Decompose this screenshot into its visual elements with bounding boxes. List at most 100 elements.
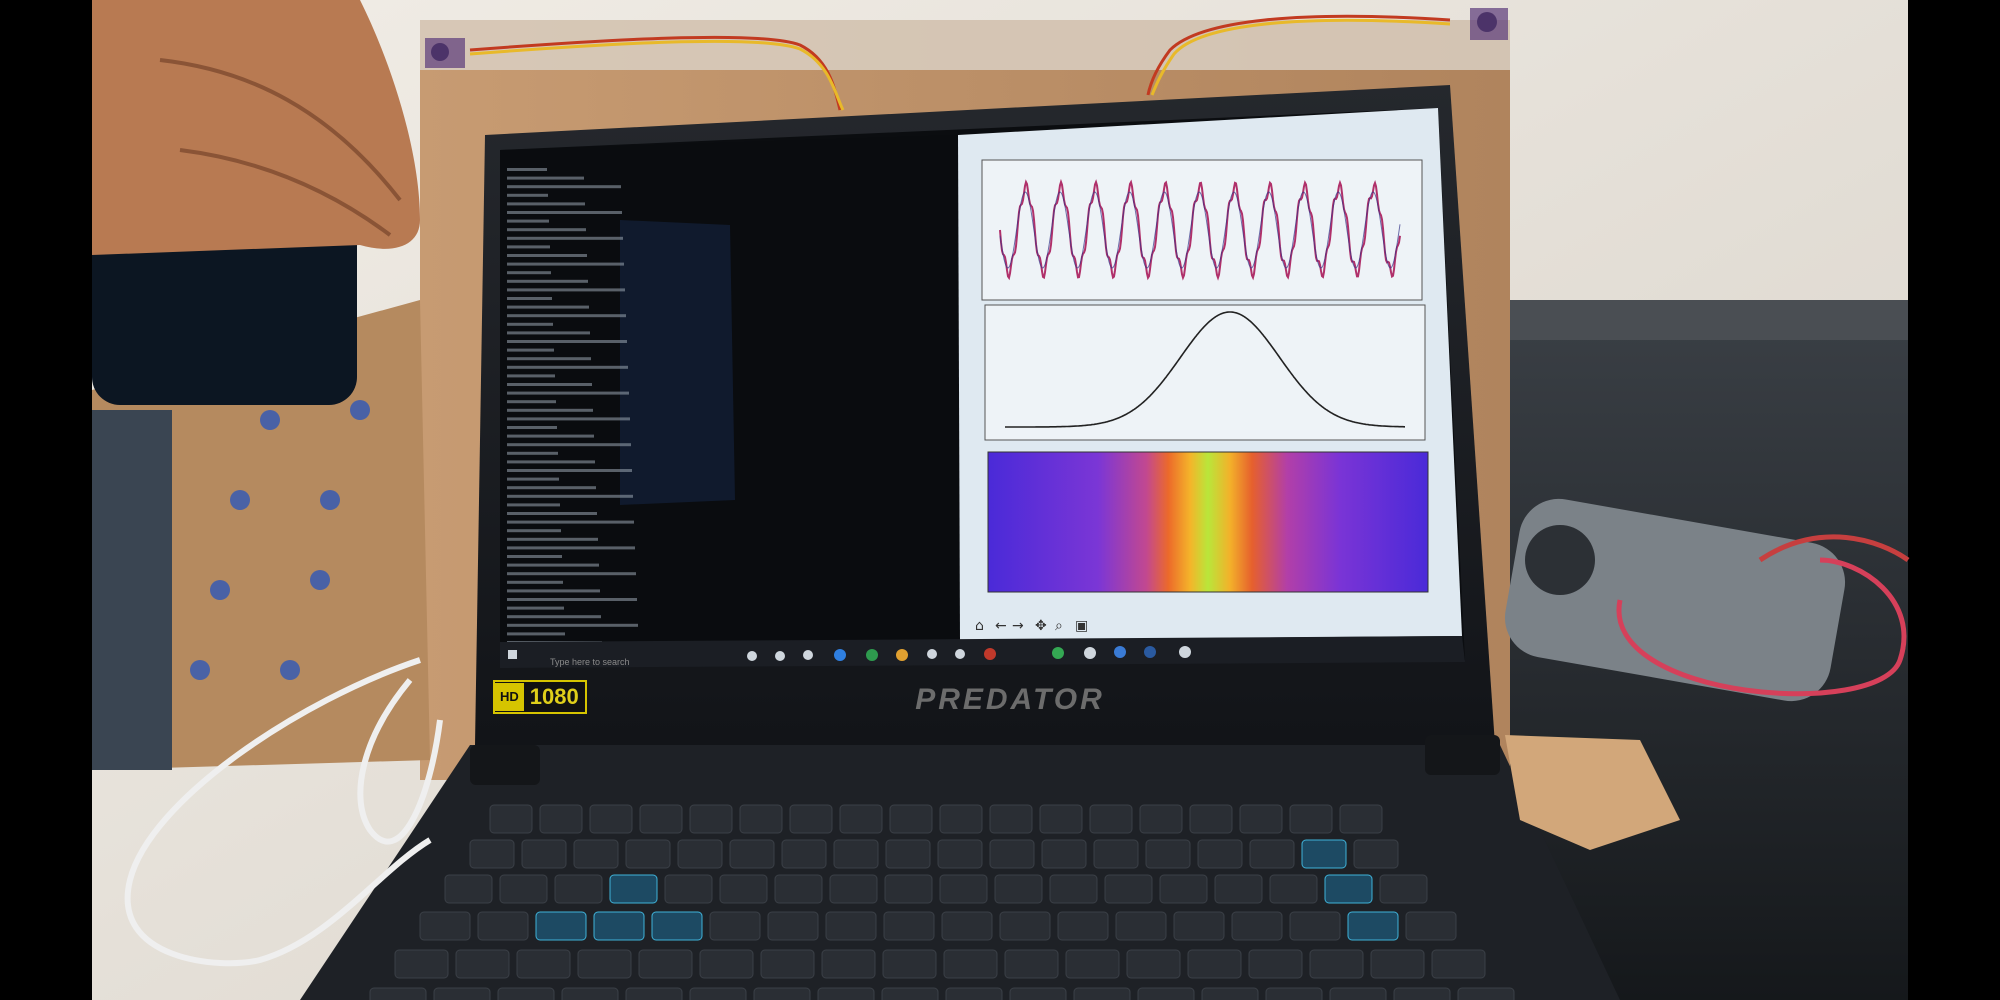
keyboard-key xyxy=(664,874,713,904)
keyboard-key xyxy=(1301,839,1347,869)
terminal-line xyxy=(507,572,636,576)
keyboard-key xyxy=(1104,874,1153,904)
hand xyxy=(92,0,420,255)
terminal-line xyxy=(507,340,627,343)
terminal-line xyxy=(507,486,596,490)
keyboard-key xyxy=(689,987,747,1000)
hd-1080-badge: HD 1080 xyxy=(493,680,587,714)
keyboard-key xyxy=(1065,949,1120,979)
terminal-line xyxy=(507,211,622,214)
waveform-series-2 xyxy=(999,191,1401,269)
keyboard-key xyxy=(444,874,493,904)
keyboard-key xyxy=(1324,874,1373,904)
terminal-line xyxy=(507,305,589,309)
keyboard-key xyxy=(945,987,1003,1000)
terminal-line xyxy=(507,279,588,283)
keyboard-key xyxy=(1139,804,1183,834)
taskbar-icons xyxy=(508,646,1191,661)
terminal-line xyxy=(507,580,563,584)
keyboard-key xyxy=(789,804,833,834)
terminal-line xyxy=(507,202,585,206)
back-icon: ← xyxy=(995,618,1007,634)
terminal-line xyxy=(507,606,564,610)
terminal-line xyxy=(507,228,586,232)
keyboard-key xyxy=(1004,949,1059,979)
keyboard-key xyxy=(825,911,877,941)
keyboard-key xyxy=(943,949,998,979)
keyboard-key xyxy=(1379,874,1428,904)
terminal-line xyxy=(507,322,553,326)
hinge-right xyxy=(1425,735,1500,775)
paper-bag xyxy=(92,300,430,770)
terminal-line xyxy=(507,529,561,533)
keyboard-key xyxy=(1370,949,1425,979)
keyboard-key xyxy=(767,911,819,941)
hd-label: HD xyxy=(495,683,524,711)
terminal-line xyxy=(507,374,555,378)
terminal-line xyxy=(507,357,591,361)
keyboard-key xyxy=(539,804,583,834)
keyboard-key xyxy=(677,839,723,869)
keyboard-key xyxy=(833,839,879,869)
keyboard-key xyxy=(1089,804,1133,834)
right-letterbox xyxy=(1908,0,2000,1000)
keyboard-key xyxy=(1201,987,1259,1000)
terminal-line xyxy=(507,426,557,429)
keyboard-key xyxy=(419,911,471,941)
terminal-line xyxy=(507,262,624,266)
white-cable xyxy=(124,657,432,967)
keyboard-key xyxy=(573,839,619,869)
terminal-line xyxy=(507,417,630,421)
keyboard-key xyxy=(1093,839,1139,869)
keyboard-key xyxy=(729,839,775,869)
spectrum-axes xyxy=(984,304,1426,441)
keyboard-key xyxy=(994,874,1043,904)
keyboard-key xyxy=(1041,839,1087,869)
terminal-line xyxy=(507,271,551,275)
waveform-series-1 xyxy=(999,178,1401,281)
red-probe-wire xyxy=(1616,557,1907,697)
windows-start-icon xyxy=(508,650,517,659)
terminal-line xyxy=(507,512,597,515)
keyboard-key xyxy=(625,987,683,1000)
keyboard-key xyxy=(499,874,548,904)
keyboard-key xyxy=(638,949,693,979)
keyboard-key xyxy=(1159,874,1208,904)
keyboard-key xyxy=(1189,804,1233,834)
tablet-edge xyxy=(92,410,172,770)
keyboard-key xyxy=(753,987,811,1000)
terminal-line xyxy=(507,589,600,593)
keyboard-key xyxy=(455,949,510,979)
forward-icon: → xyxy=(1012,618,1024,634)
keyboard-key xyxy=(516,949,571,979)
keyboard-key xyxy=(561,987,619,1000)
terminal-line xyxy=(507,477,559,481)
terminal-line xyxy=(507,632,565,636)
keyboard-key xyxy=(1269,874,1318,904)
keyboard-key xyxy=(760,949,815,979)
keyboard-key xyxy=(719,874,768,904)
keyboard-key xyxy=(939,804,983,834)
keyboard-keys xyxy=(369,804,1515,1000)
keyboard-key xyxy=(699,949,754,979)
terminal-line xyxy=(507,537,598,541)
keyboard-key xyxy=(883,911,935,941)
terminal-line xyxy=(507,451,558,455)
keyboard-key xyxy=(625,839,671,869)
waveform-axes xyxy=(981,159,1423,301)
terminal-line xyxy=(507,598,637,601)
terminal-line xyxy=(507,297,552,300)
keyboard-key xyxy=(889,804,933,834)
terminal-line xyxy=(507,563,599,567)
keyboard-key xyxy=(609,874,658,904)
pan-icon: ✥ xyxy=(1035,618,1047,634)
taskbar-search-input[interactable]: Type here to search xyxy=(550,657,630,667)
keyboard-key xyxy=(739,804,783,834)
keyboard-key xyxy=(369,987,427,1000)
terminal-line xyxy=(507,176,584,180)
keyboard-key xyxy=(1145,839,1191,869)
keyboard-key xyxy=(1249,839,1295,869)
terminal-line xyxy=(507,460,595,464)
keyboard-key xyxy=(1173,911,1225,941)
keyboard-key xyxy=(1265,987,1323,1000)
